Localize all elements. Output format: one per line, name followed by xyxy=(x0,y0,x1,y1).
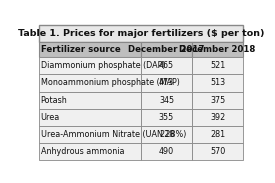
Text: December 2018: December 2018 xyxy=(180,45,256,54)
Bar xyxy=(39,126,141,143)
Text: 490: 490 xyxy=(159,147,174,156)
Text: Table 1. Prices for major fertilizers ($ per ton): Table 1. Prices for major fertilizers ($… xyxy=(18,29,264,38)
Bar xyxy=(39,57,141,74)
Bar xyxy=(192,42,243,57)
Text: 281: 281 xyxy=(210,130,225,139)
Bar xyxy=(39,74,141,92)
Text: 392: 392 xyxy=(210,113,225,122)
Text: 473: 473 xyxy=(159,79,174,87)
Text: Urea-Ammonium Nitrate (UAN 28%): Urea-Ammonium Nitrate (UAN 28%) xyxy=(41,130,186,139)
Bar xyxy=(39,92,141,109)
Text: Potash: Potash xyxy=(41,96,67,104)
Text: December 2017: December 2017 xyxy=(128,45,205,54)
Bar xyxy=(192,92,243,109)
Bar xyxy=(39,143,141,160)
Bar xyxy=(141,42,192,57)
Bar xyxy=(39,25,243,42)
Bar xyxy=(192,57,243,74)
Bar xyxy=(141,109,192,126)
Bar xyxy=(141,92,192,109)
Bar xyxy=(192,126,243,143)
Bar xyxy=(192,143,243,160)
Text: 521: 521 xyxy=(210,61,225,70)
Text: 375: 375 xyxy=(210,96,225,104)
Text: 513: 513 xyxy=(210,79,225,87)
Text: Monoammonium phosphate (MAP): Monoammonium phosphate (MAP) xyxy=(41,79,180,87)
Text: Fertilizer source: Fertilizer source xyxy=(41,45,120,54)
Bar xyxy=(192,109,243,126)
Bar xyxy=(141,126,192,143)
Text: 465: 465 xyxy=(159,61,174,70)
Bar xyxy=(39,42,141,57)
Text: Diammonium phosphate (DAP): Diammonium phosphate (DAP) xyxy=(41,61,165,70)
Bar xyxy=(192,74,243,92)
Text: 570: 570 xyxy=(210,147,225,156)
Bar xyxy=(141,57,192,74)
Text: 355: 355 xyxy=(159,113,174,122)
Text: Anhydrous ammonia: Anhydrous ammonia xyxy=(41,147,124,156)
Text: Urea: Urea xyxy=(41,113,60,122)
Bar xyxy=(141,74,192,92)
Bar xyxy=(141,143,192,160)
Text: 228: 228 xyxy=(159,130,174,139)
Bar xyxy=(39,109,141,126)
Text: 345: 345 xyxy=(159,96,174,104)
